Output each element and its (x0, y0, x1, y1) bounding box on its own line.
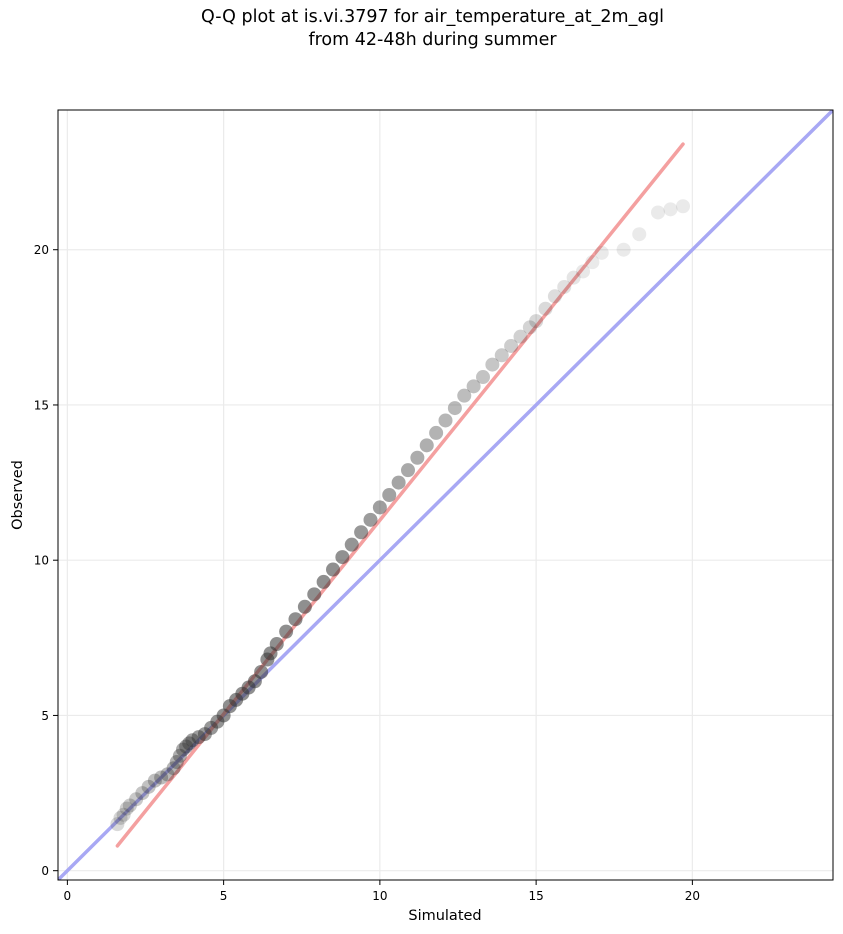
data-point (585, 255, 600, 270)
x-tick-label: 0 (64, 889, 72, 903)
x-tick-label: 10 (372, 889, 387, 903)
data-point (401, 463, 415, 478)
grid (58, 110, 833, 880)
data-point (110, 817, 125, 832)
data-point (179, 739, 194, 754)
data-point (438, 413, 453, 428)
data-point (297, 599, 312, 614)
data-point (335, 550, 350, 565)
data-point (354, 525, 369, 540)
x-tick-label: 15 (528, 889, 543, 903)
y-tick-label: 5 (41, 709, 49, 723)
chart-title-line-2: from 42-48h during summer (308, 30, 557, 50)
data-point (129, 792, 144, 807)
data-point (538, 301, 553, 316)
y-axis-label: Observed (10, 460, 26, 530)
data-point (326, 562, 340, 577)
axis-ticks: 0 5 10 15 20 0 5 10 15 20 (34, 243, 700, 903)
x-tick-label: 5 (220, 889, 228, 903)
data-point (288, 612, 303, 627)
data-point (391, 475, 406, 490)
data-point (410, 450, 425, 465)
data-point (594, 245, 609, 260)
data-point (176, 742, 190, 757)
data-point (513, 329, 528, 344)
data-point (182, 736, 197, 751)
y-tick-label: 10 (34, 554, 49, 568)
chart-title: Q-Q plot at is.vi.3797 for air_temperatu… (0, 6, 843, 52)
data-point (576, 264, 590, 279)
data-point (169, 755, 184, 770)
data-point (191, 730, 206, 745)
data-point (529, 314, 544, 329)
data-point (372, 500, 387, 515)
data-point (504, 338, 519, 353)
data-point (476, 370, 490, 385)
data-point (154, 770, 169, 785)
data-point (269, 637, 284, 652)
data-point (363, 512, 378, 527)
data-point (485, 357, 500, 372)
data-point (547, 289, 562, 304)
data-point (279, 624, 294, 639)
data-point (457, 388, 472, 403)
data-point (119, 801, 134, 816)
data-point (676, 199, 690, 214)
data-point (254, 664, 269, 679)
x-axis-label: Simulated (408, 908, 481, 924)
y-tick-label: 20 (34, 243, 49, 257)
data-point (135, 786, 150, 801)
data-point (632, 227, 647, 242)
identity-line (58, 110, 833, 880)
data-point (185, 733, 200, 748)
data-point (147, 773, 162, 788)
data-point (382, 488, 397, 502)
data-point (307, 587, 322, 602)
data-point (557, 279, 572, 294)
data-point (651, 205, 665, 220)
data-point (344, 537, 359, 552)
chart-title-line-1: Q-Q plot at is.vi.3797 for air_temperatu… (200, 7, 665, 27)
data-point (116, 807, 131, 822)
data-point (566, 270, 581, 285)
axes-frame (57, 109, 834, 881)
data-point (419, 438, 434, 453)
data-point (172, 748, 187, 763)
plot-area (58, 110, 833, 880)
data-point (663, 202, 678, 217)
data-point (429, 425, 444, 440)
y-tick-label: 15 (34, 398, 49, 412)
y-tick-label: 0 (41, 864, 49, 878)
x-tick-label: 20 (685, 889, 700, 903)
data-point (616, 242, 631, 257)
data-point (316, 574, 331, 589)
data-point (160, 767, 175, 782)
data-point (494, 348, 509, 363)
data-point (447, 401, 462, 416)
data-point (141, 779, 156, 794)
data-point (166, 761, 181, 776)
data-point (522, 320, 537, 335)
data-point (113, 810, 128, 825)
data-point (466, 379, 481, 394)
data-point (122, 798, 137, 813)
